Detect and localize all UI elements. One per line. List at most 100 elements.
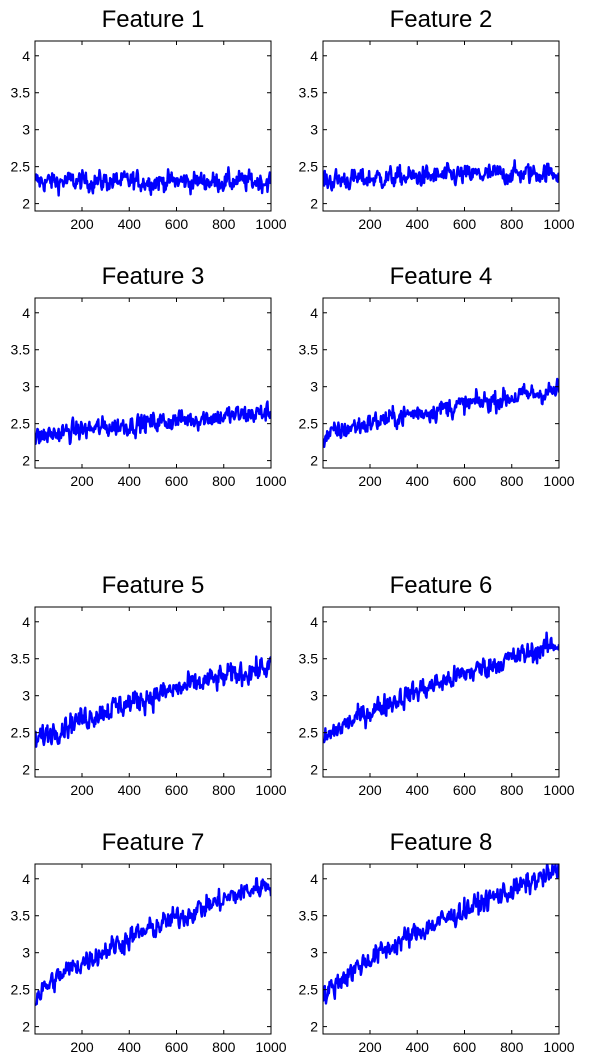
y-tick-label: 3.5 <box>11 85 31 101</box>
feature-4-panel: Feature 4 200 400 600 800 1000 2 2.5 3 3.5 4 <box>299 263 575 489</box>
x-tick-label: 1000 <box>255 216 286 232</box>
y-tick-label: 3.5 <box>11 651 31 667</box>
panel-title: Feature 4 <box>390 263 493 290</box>
x-tick-label: 1000 <box>543 782 574 798</box>
y-tick-label: 3.5 <box>11 908 31 924</box>
y-tick-label: 2.5 <box>299 982 319 998</box>
x-tick-label: 200 <box>70 216 94 232</box>
x-tick-label: 600 <box>453 216 477 232</box>
y-tick-label: 3 <box>310 945 318 961</box>
y-tick-label: 4 <box>22 614 30 630</box>
y-tick-label: 3 <box>22 379 30 395</box>
y-tick-label: 3 <box>22 688 30 704</box>
y-tick-label: 3.5 <box>299 651 319 667</box>
y-tick-label: 2.5 <box>11 725 31 741</box>
y-tick-label: 4 <box>310 48 318 64</box>
y-tick-label: 4 <box>22 871 30 887</box>
feature-2-panel: Feature 2 200 400 600 800 1000 2 2.5 3 3.5 4 <box>299 6 575 232</box>
axes-box <box>322 863 560 1035</box>
x-tick-label: 200 <box>70 1039 94 1055</box>
x-tick-label: 400 <box>118 782 142 798</box>
panel-title: Feature 8 <box>390 829 493 856</box>
panel-title: Feature 2 <box>390 6 493 33</box>
x-tick-label: 800 <box>500 473 524 489</box>
axes-box <box>322 40 560 212</box>
x-tick-label: 400 <box>118 1039 142 1055</box>
x-tick-label: 400 <box>406 473 430 489</box>
x-tick-label: 600 <box>165 1039 189 1055</box>
feature-6-panel: Feature 6 200 400 600 800 1000 2 2.5 3 3.5 4 <box>299 572 575 798</box>
feature-7-panel: Feature 7 200 400 600 800 1000 2 2.5 3 3.5 4 <box>11 829 287 1055</box>
y-tick-label: 2 <box>22 453 30 469</box>
axes-box <box>34 606 272 778</box>
y-tick-label: 2.5 <box>11 416 31 432</box>
series-line <box>323 377 559 449</box>
y-tick-label: 3 <box>22 945 30 961</box>
feature-1-panel: Feature 1 200 400 600 800 1000 2 2.5 3 3.5 4 <box>11 6 287 232</box>
x-tick-label: 1000 <box>255 473 286 489</box>
x-tick-label: 800 <box>212 473 236 489</box>
series-line <box>35 400 271 446</box>
axes-box <box>34 40 272 212</box>
x-tick-label: 200 <box>70 782 94 798</box>
y-tick-label: 4 <box>310 305 318 321</box>
series-line <box>323 159 559 192</box>
y-tick-label: 2 <box>310 762 318 778</box>
axes-box <box>322 606 560 778</box>
axes-box <box>322 297 560 469</box>
series-line <box>35 166 271 197</box>
series-line <box>323 631 559 744</box>
y-tick-label: 2 <box>310 1019 318 1035</box>
feature-3-panel: Feature 3 200 400 600 800 1000 2 2.5 3 3.5 4 <box>11 263 287 489</box>
y-tick-label: 4 <box>310 871 318 887</box>
x-tick-label: 400 <box>118 473 142 489</box>
x-tick-label: 200 <box>358 473 382 489</box>
x-tick-label: 400 <box>406 1039 430 1055</box>
x-tick-label: 400 <box>118 216 142 232</box>
series-line <box>35 877 271 1007</box>
x-tick-label: 800 <box>500 782 524 798</box>
axes-box <box>34 297 272 469</box>
y-tick-label: 2.5 <box>11 159 31 175</box>
panel-title: Feature 1 <box>102 6 205 33</box>
y-tick-label: 3.5 <box>299 342 319 358</box>
y-tick-label: 3.5 <box>299 908 319 924</box>
feature-8-panel: Feature 8 200 400 600 800 1000 2 2.5 3 3.5 4 <box>299 829 575 1055</box>
y-tick-label: 3 <box>310 688 318 704</box>
x-tick-label: 600 <box>453 1039 477 1055</box>
y-tick-label: 2.5 <box>299 416 319 432</box>
x-tick-label: 800 <box>212 1039 236 1055</box>
axes-box <box>34 863 272 1035</box>
x-tick-label: 600 <box>165 782 189 798</box>
y-tick-label: 4 <box>22 305 30 321</box>
x-tick-label: 400 <box>406 216 430 232</box>
x-tick-label: 800 <box>500 1039 524 1055</box>
x-tick-label: 800 <box>500 216 524 232</box>
panel-title: Feature 5 <box>102 572 205 599</box>
y-tick-label: 3 <box>310 122 318 138</box>
y-tick-label: 4 <box>22 48 30 64</box>
y-tick-label: 2 <box>22 1019 30 1035</box>
y-tick-label: 3.5 <box>11 342 31 358</box>
x-tick-label: 600 <box>165 473 189 489</box>
x-tick-label: 200 <box>358 782 382 798</box>
y-tick-label: 3 <box>310 379 318 395</box>
y-tick-label: 2.5 <box>11 982 31 998</box>
x-tick-label: 1000 <box>543 473 574 489</box>
panel-title: Feature 6 <box>390 572 493 599</box>
x-tick-label: 200 <box>70 473 94 489</box>
panel-title: Feature 7 <box>102 829 205 856</box>
x-tick-label: 1000 <box>255 1039 286 1055</box>
x-tick-label: 800 <box>212 216 236 232</box>
panel-title: Feature 3 <box>102 263 205 290</box>
y-tick-label: 4 <box>310 614 318 630</box>
y-tick-label: 2.5 <box>299 159 319 175</box>
series-line <box>35 655 271 748</box>
x-tick-label: 800 <box>212 782 236 798</box>
x-tick-label: 600 <box>453 782 477 798</box>
x-tick-label: 400 <box>406 782 430 798</box>
x-tick-label: 1000 <box>543 216 574 232</box>
x-tick-label: 600 <box>453 473 477 489</box>
y-tick-label: 2 <box>22 762 30 778</box>
